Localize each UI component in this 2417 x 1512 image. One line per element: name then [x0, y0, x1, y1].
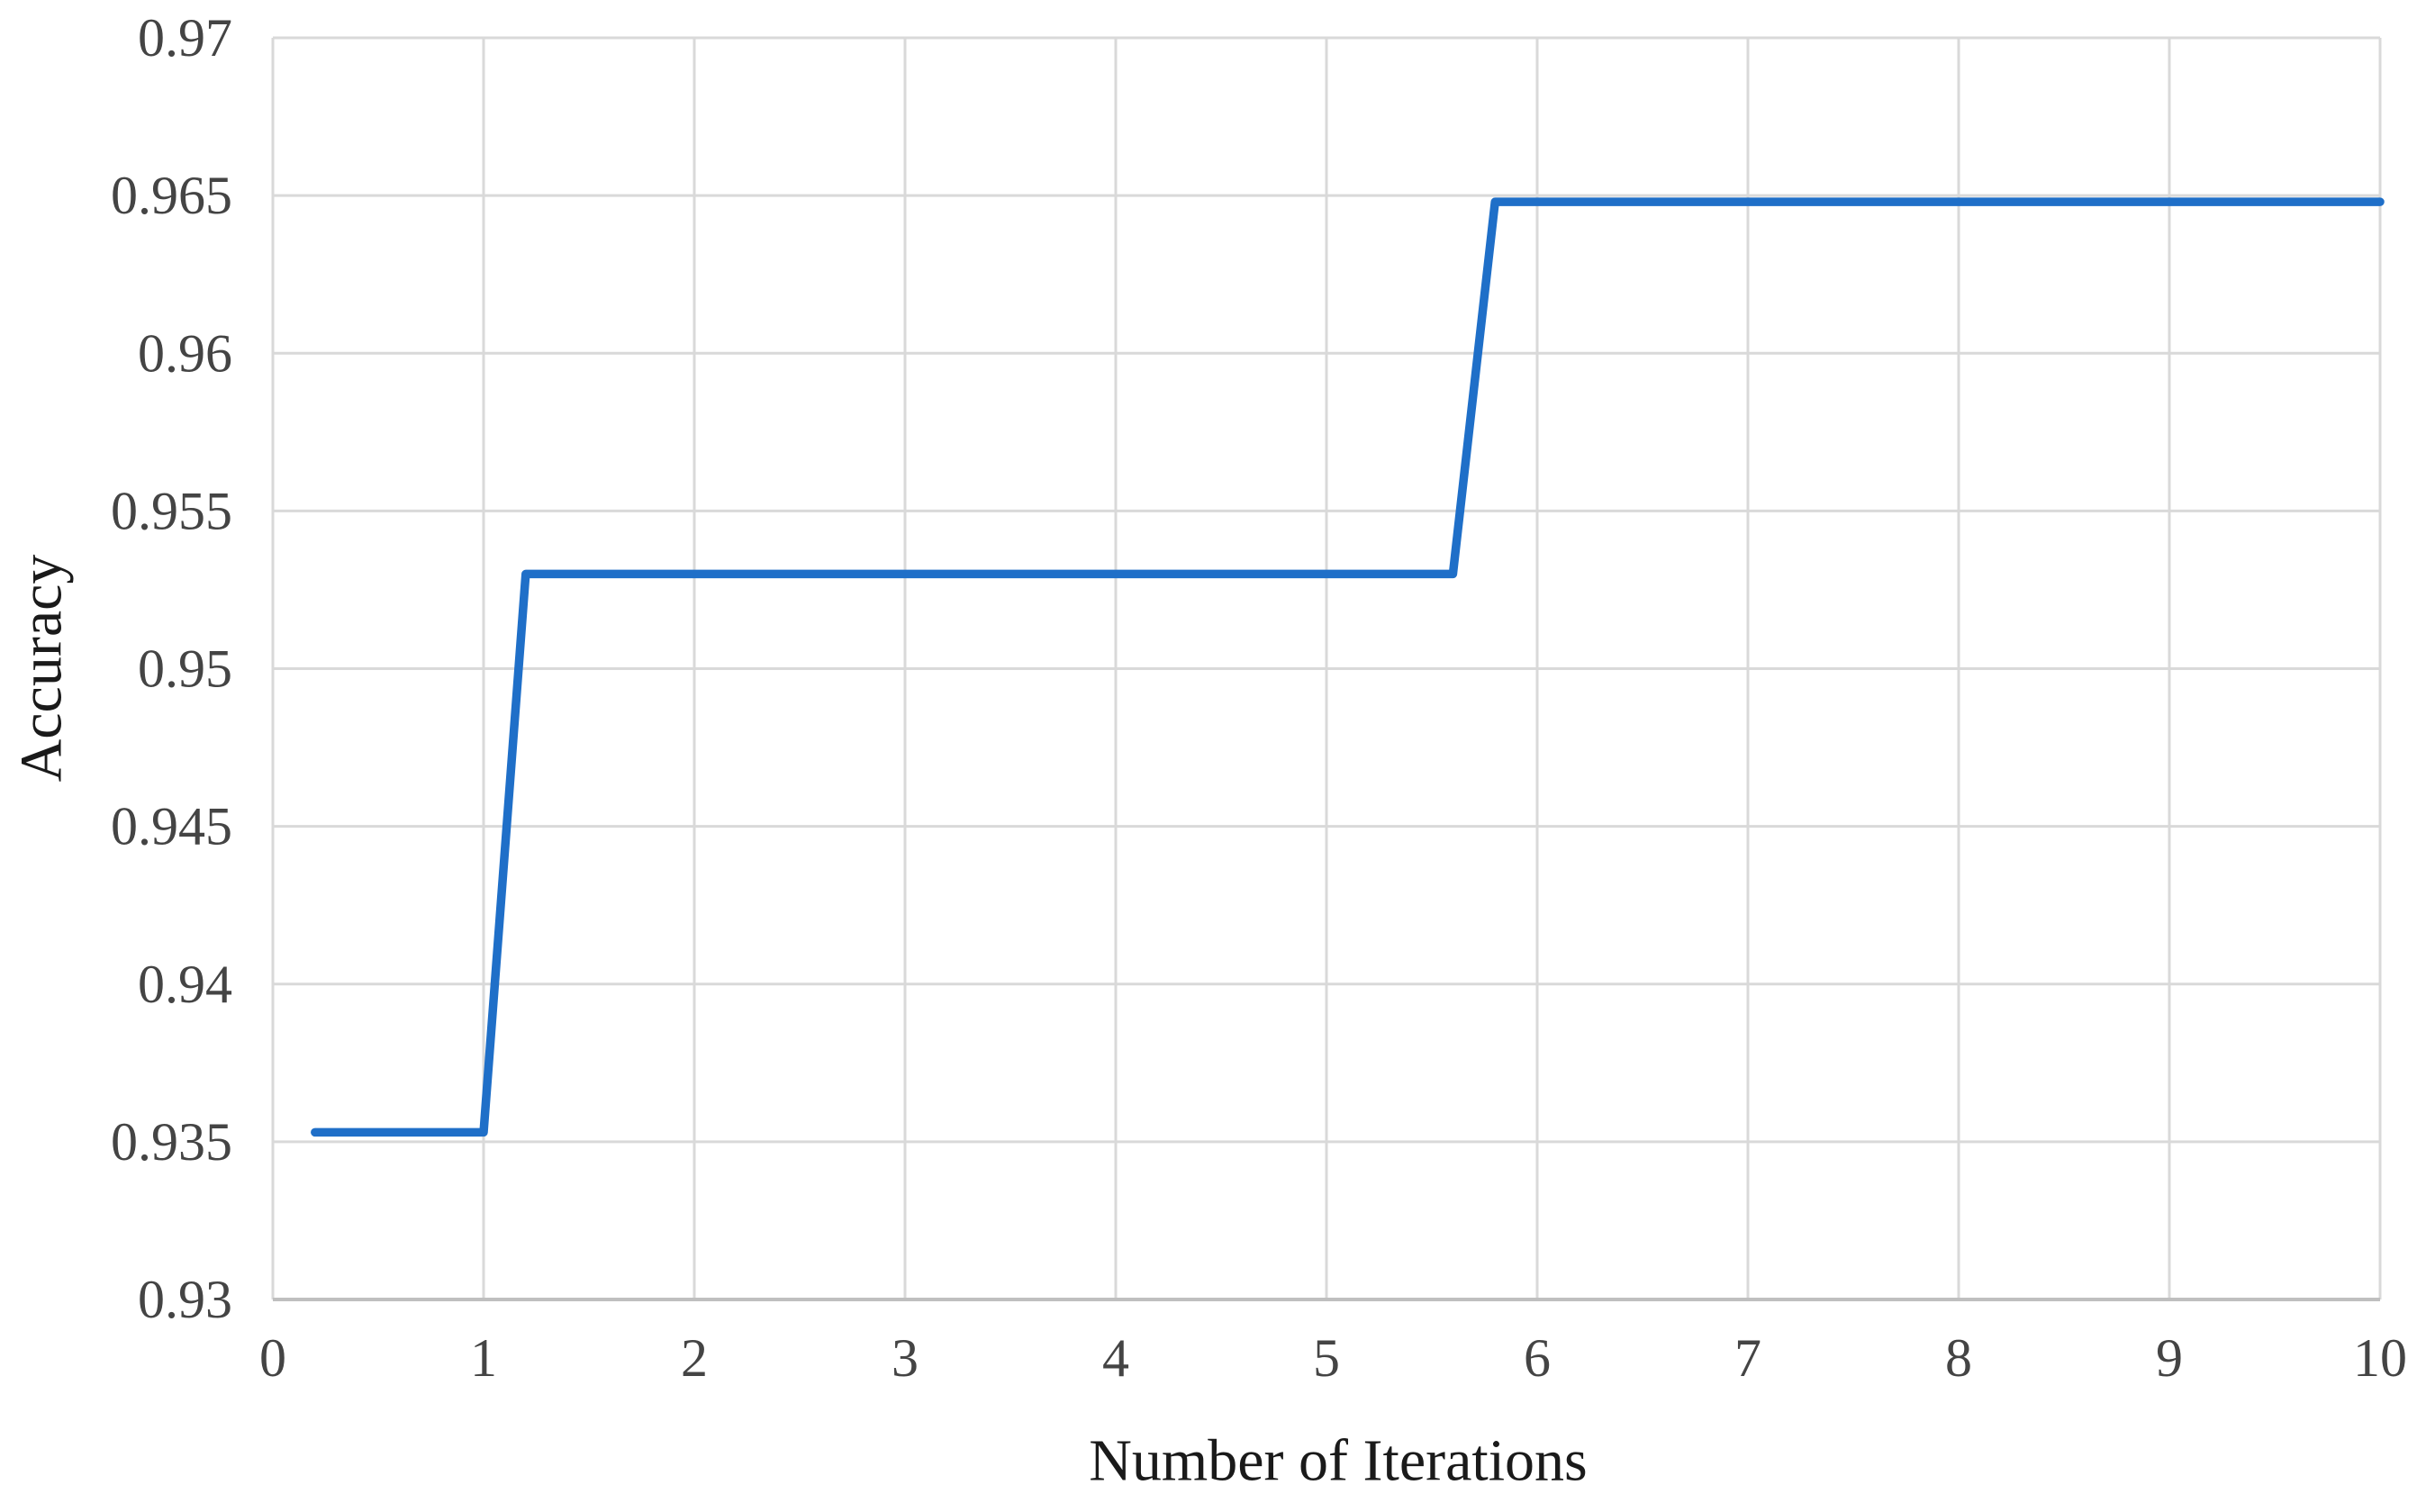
x-axis-tick-labels: 0 1 2 3 4 5 6 7 8 9 10 [259, 1328, 2407, 1388]
y-axis-tick-labels: 0.93 0.935 0.94 0.945 0.95 0.955 0.96 0.965 0.97 [111, 8, 232, 1329]
x-tick-label: 10 [2353, 1328, 2407, 1388]
y-tick-label: 0.945 [111, 797, 232, 856]
series-accuracy-line [311, 197, 2385, 1137]
x-tick-label: 4 [1102, 1328, 1129, 1388]
x-tick-label: 2 [681, 1328, 708, 1388]
y-tick-label: 0.93 [138, 1270, 232, 1329]
x-tick-label: 0 [259, 1328, 286, 1388]
data-series-line [311, 197, 2385, 1137]
y-tick-label: 0.96 [138, 323, 232, 383]
x-tick-label: 1 [470, 1328, 497, 1388]
y-axis-title: Accuracy [9, 555, 75, 783]
y-tick-label: 0.935 [111, 1112, 232, 1172]
y-tick-label: 0.97 [138, 8, 232, 68]
x-tick-label: 5 [1313, 1328, 1340, 1388]
y-tick-label: 0.94 [138, 955, 232, 1014]
x-tick-label: 6 [1524, 1328, 1551, 1388]
y-tick-label: 0.965 [111, 166, 232, 225]
x-tick-label: 9 [2156, 1328, 2183, 1388]
x-tick-label: 7 [1734, 1328, 1761, 1388]
x-tick-label: 8 [1945, 1328, 1972, 1388]
x-axis-title: Number of Iterations [1089, 1428, 1588, 1494]
x-tick-label: 3 [892, 1328, 919, 1388]
y-tick-label: 0.955 [111, 481, 232, 540]
y-tick-label: 0.95 [138, 639, 232, 699]
